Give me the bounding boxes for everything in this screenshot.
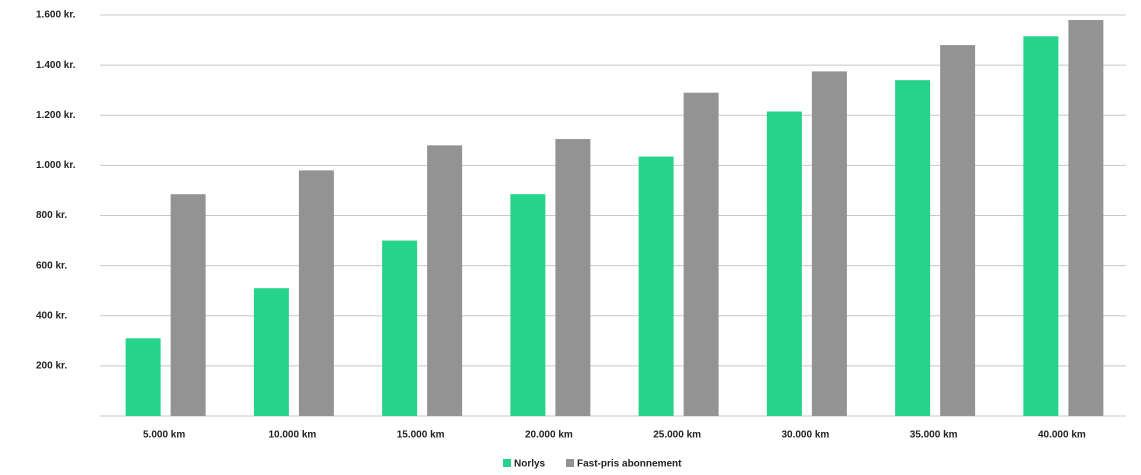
bar <box>382 240 418 416</box>
x-tick-label: 30.000 km <box>781 430 829 441</box>
bar <box>510 194 546 416</box>
bar <box>766 111 802 416</box>
bar <box>555 139 591 416</box>
bar <box>298 170 334 416</box>
legend-swatch <box>503 459 511 467</box>
x-tick-label: 40.000 km <box>1038 430 1086 441</box>
bar <box>940 45 976 416</box>
bar <box>427 145 463 416</box>
y-tick-label: 1.600 kr. <box>36 10 76 21</box>
bar <box>170 194 206 416</box>
bar <box>253 288 289 416</box>
bar <box>1023 36 1059 416</box>
bar <box>125 338 161 416</box>
y-tick-label: 600 kr. <box>36 260 67 271</box>
y-tick-label: 200 kr. <box>36 361 67 372</box>
bar <box>895 80 931 416</box>
y-tick-label: 1.400 kr. <box>36 60 76 71</box>
bar <box>638 156 674 416</box>
x-tick-label: 20.000 km <box>525 430 573 441</box>
bar <box>811 71 847 416</box>
legend-swatch <box>566 459 574 467</box>
y-tick-label: 400 kr. <box>36 310 67 321</box>
x-tick-label: 10.000 km <box>268 430 316 441</box>
x-tick-label: 35.000 km <box>910 430 958 441</box>
legend-label: Fast-pris abonnement <box>577 459 682 470</box>
x-tick-label: 5.000 km <box>143 430 185 441</box>
bar <box>683 92 719 416</box>
x-tick-label: 25.000 km <box>653 430 701 441</box>
y-tick-label: 1.200 kr. <box>36 110 76 121</box>
bar <box>1068 20 1104 416</box>
y-tick-label: 800 kr. <box>36 210 67 221</box>
x-tick-label: 15.000 km <box>397 430 445 441</box>
legend-label: Norlys <box>514 459 546 470</box>
y-tick-label: 1.000 kr. <box>36 160 76 171</box>
